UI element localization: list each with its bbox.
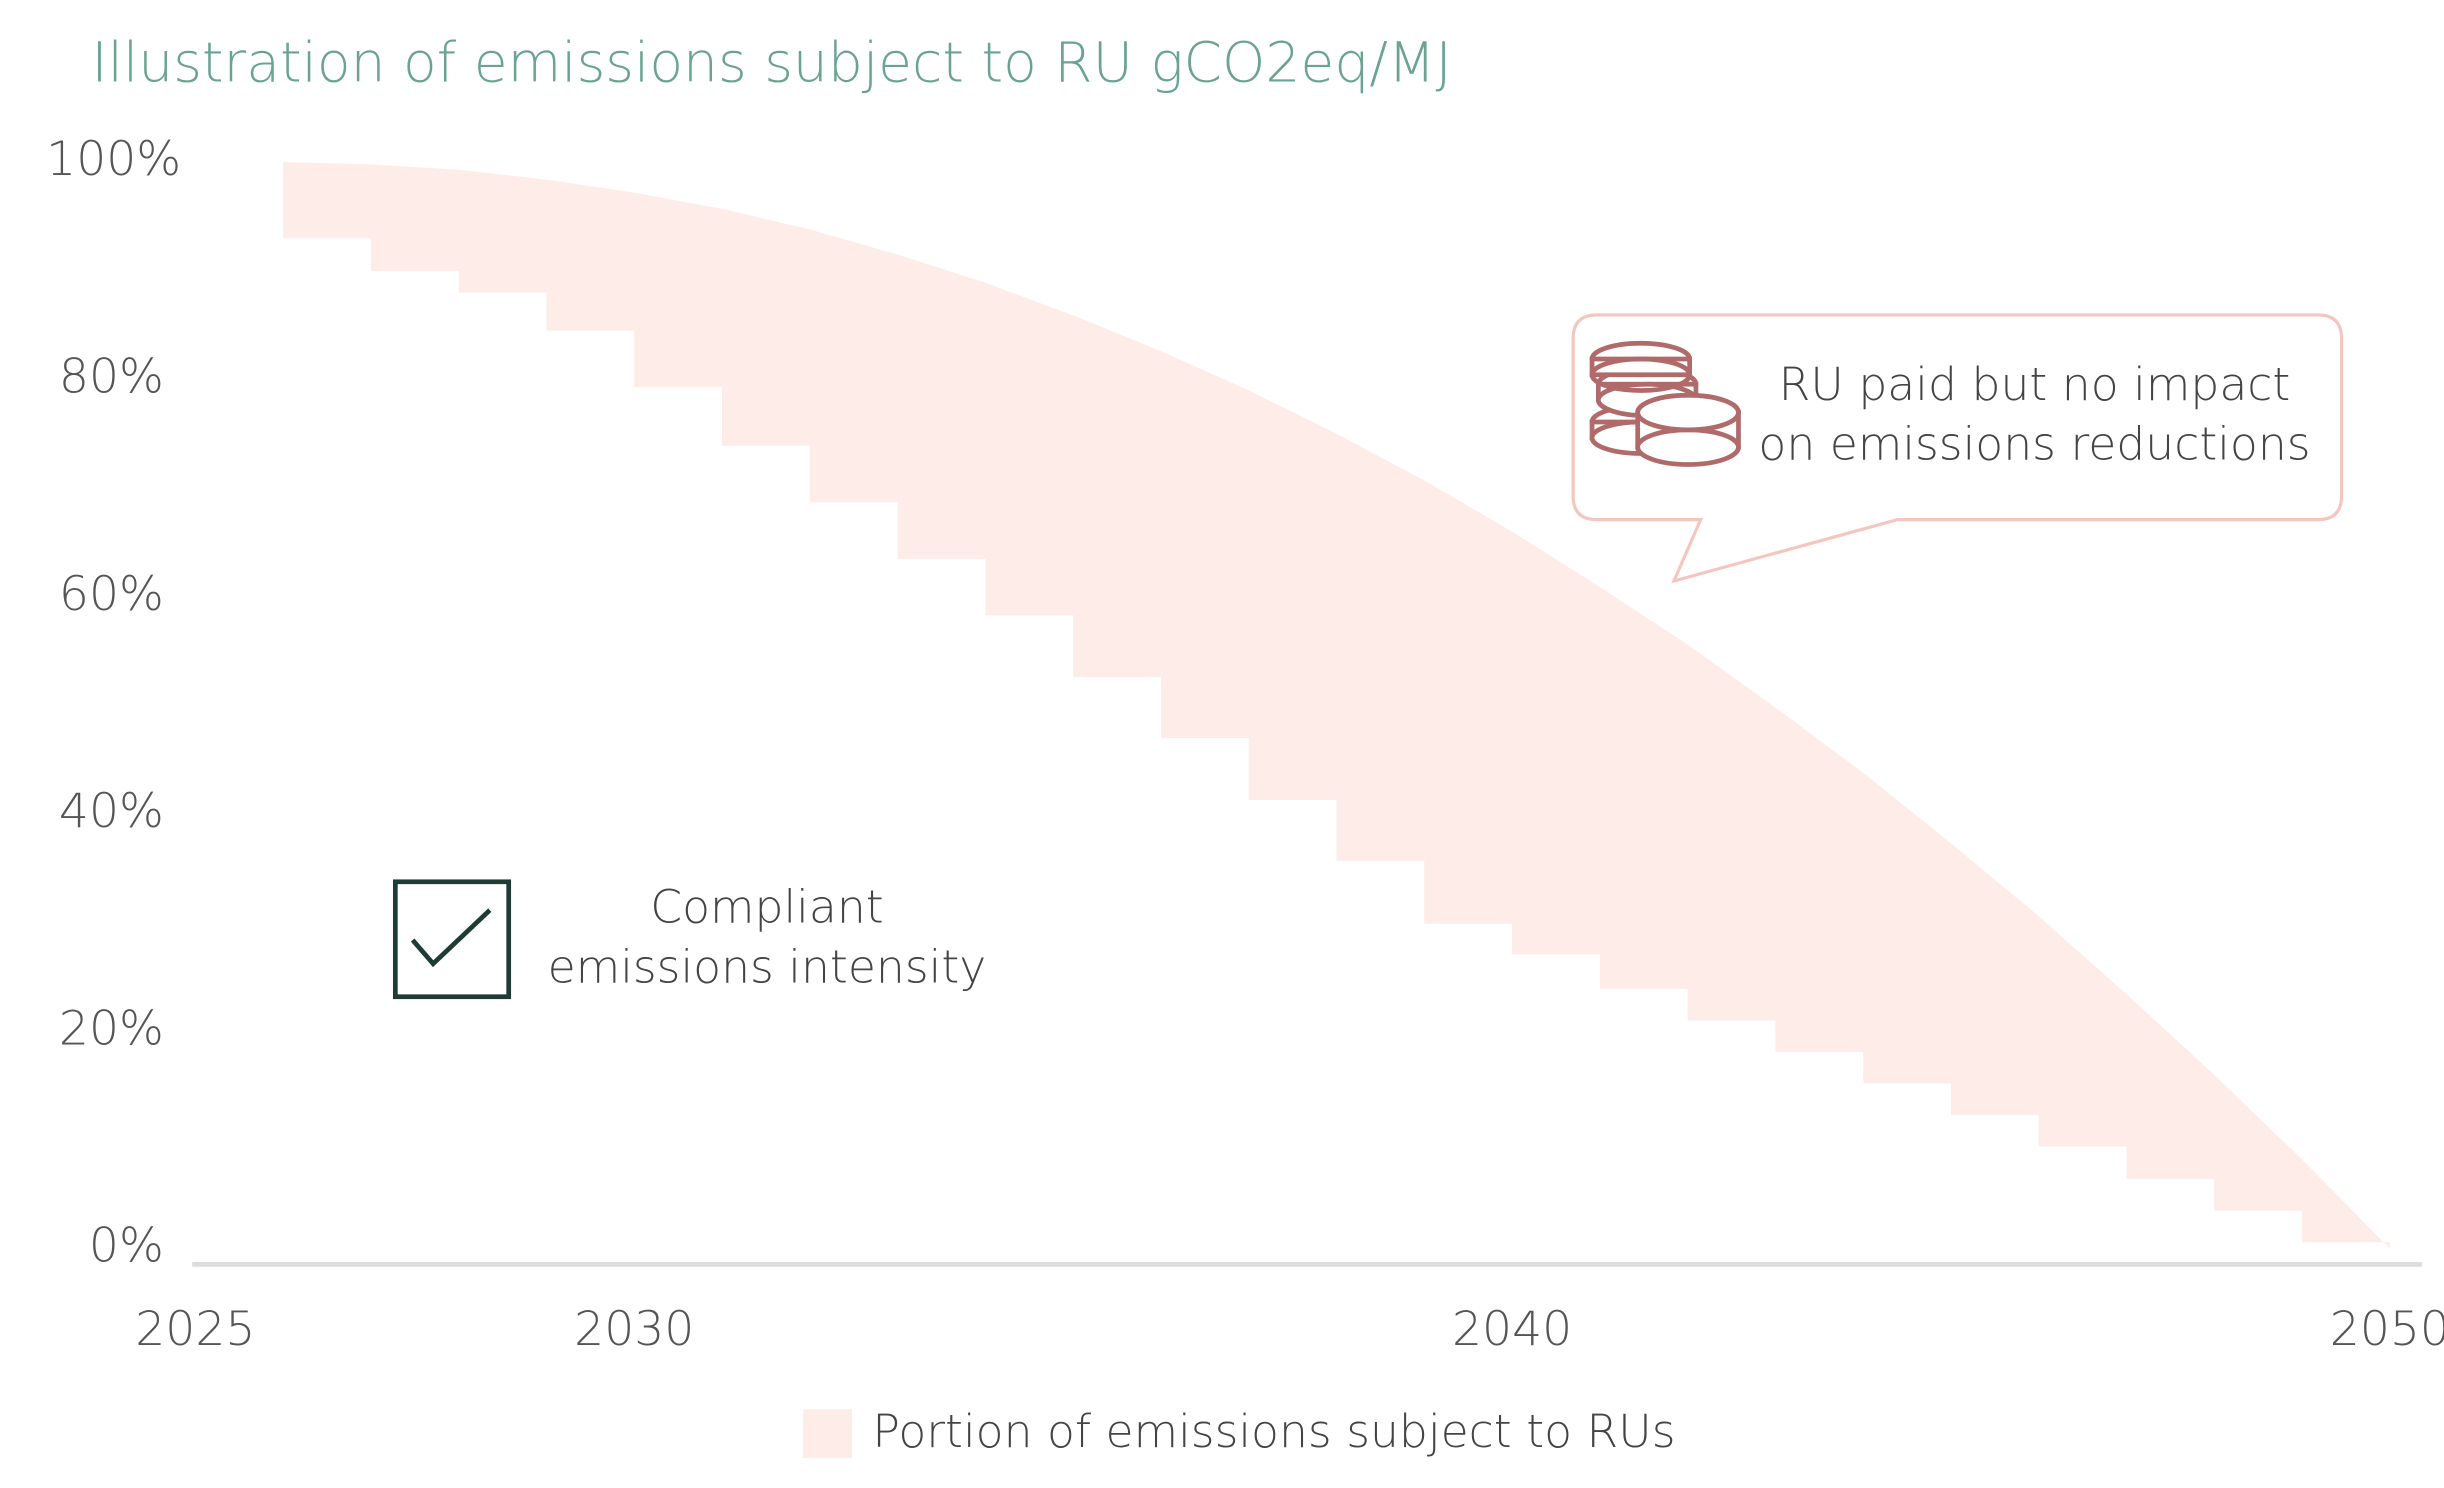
callout-box — [1571, 313, 2344, 584]
band-area — [283, 162, 2390, 1249]
x-tick-label: 2050 — [2330, 1302, 2444, 1357]
x-tick-label: 2040 — [1452, 1302, 1572, 1357]
y-tick-label: 80% — [59, 349, 164, 404]
check-mark — [410, 908, 492, 968]
x-tick-label: 2025 — [135, 1302, 255, 1357]
y-tick-label: 0% — [89, 1219, 164, 1274]
annotation-text: Compliant — [650, 881, 883, 934]
y-tick-label: 100% — [46, 132, 181, 187]
check-box — [392, 879, 512, 1000]
legend-swatch — [803, 1409, 852, 1459]
y-tick-label: 20% — [59, 1001, 164, 1056]
y-tick-label: 40% — [59, 784, 164, 839]
plot-area: Portion of emissions subject to RUs 0% 20%… — [46, 132, 2444, 1459]
annotation-text: RU paid but no impact — [1779, 358, 2291, 411]
annotation-text: emissions intensity — [548, 940, 987, 993]
annotation-text: on emissions reductions — [1758, 418, 2310, 471]
legend-label: Portion of emissions subject to RUs — [872, 1405, 1675, 1458]
x-tick-label: 2030 — [574, 1302, 694, 1357]
coins-icon — [1589, 340, 1741, 467]
chart-title: Illustration of emissions subject to RU … — [91, 30, 1451, 94]
y-tick-label: 60% — [59, 567, 164, 622]
